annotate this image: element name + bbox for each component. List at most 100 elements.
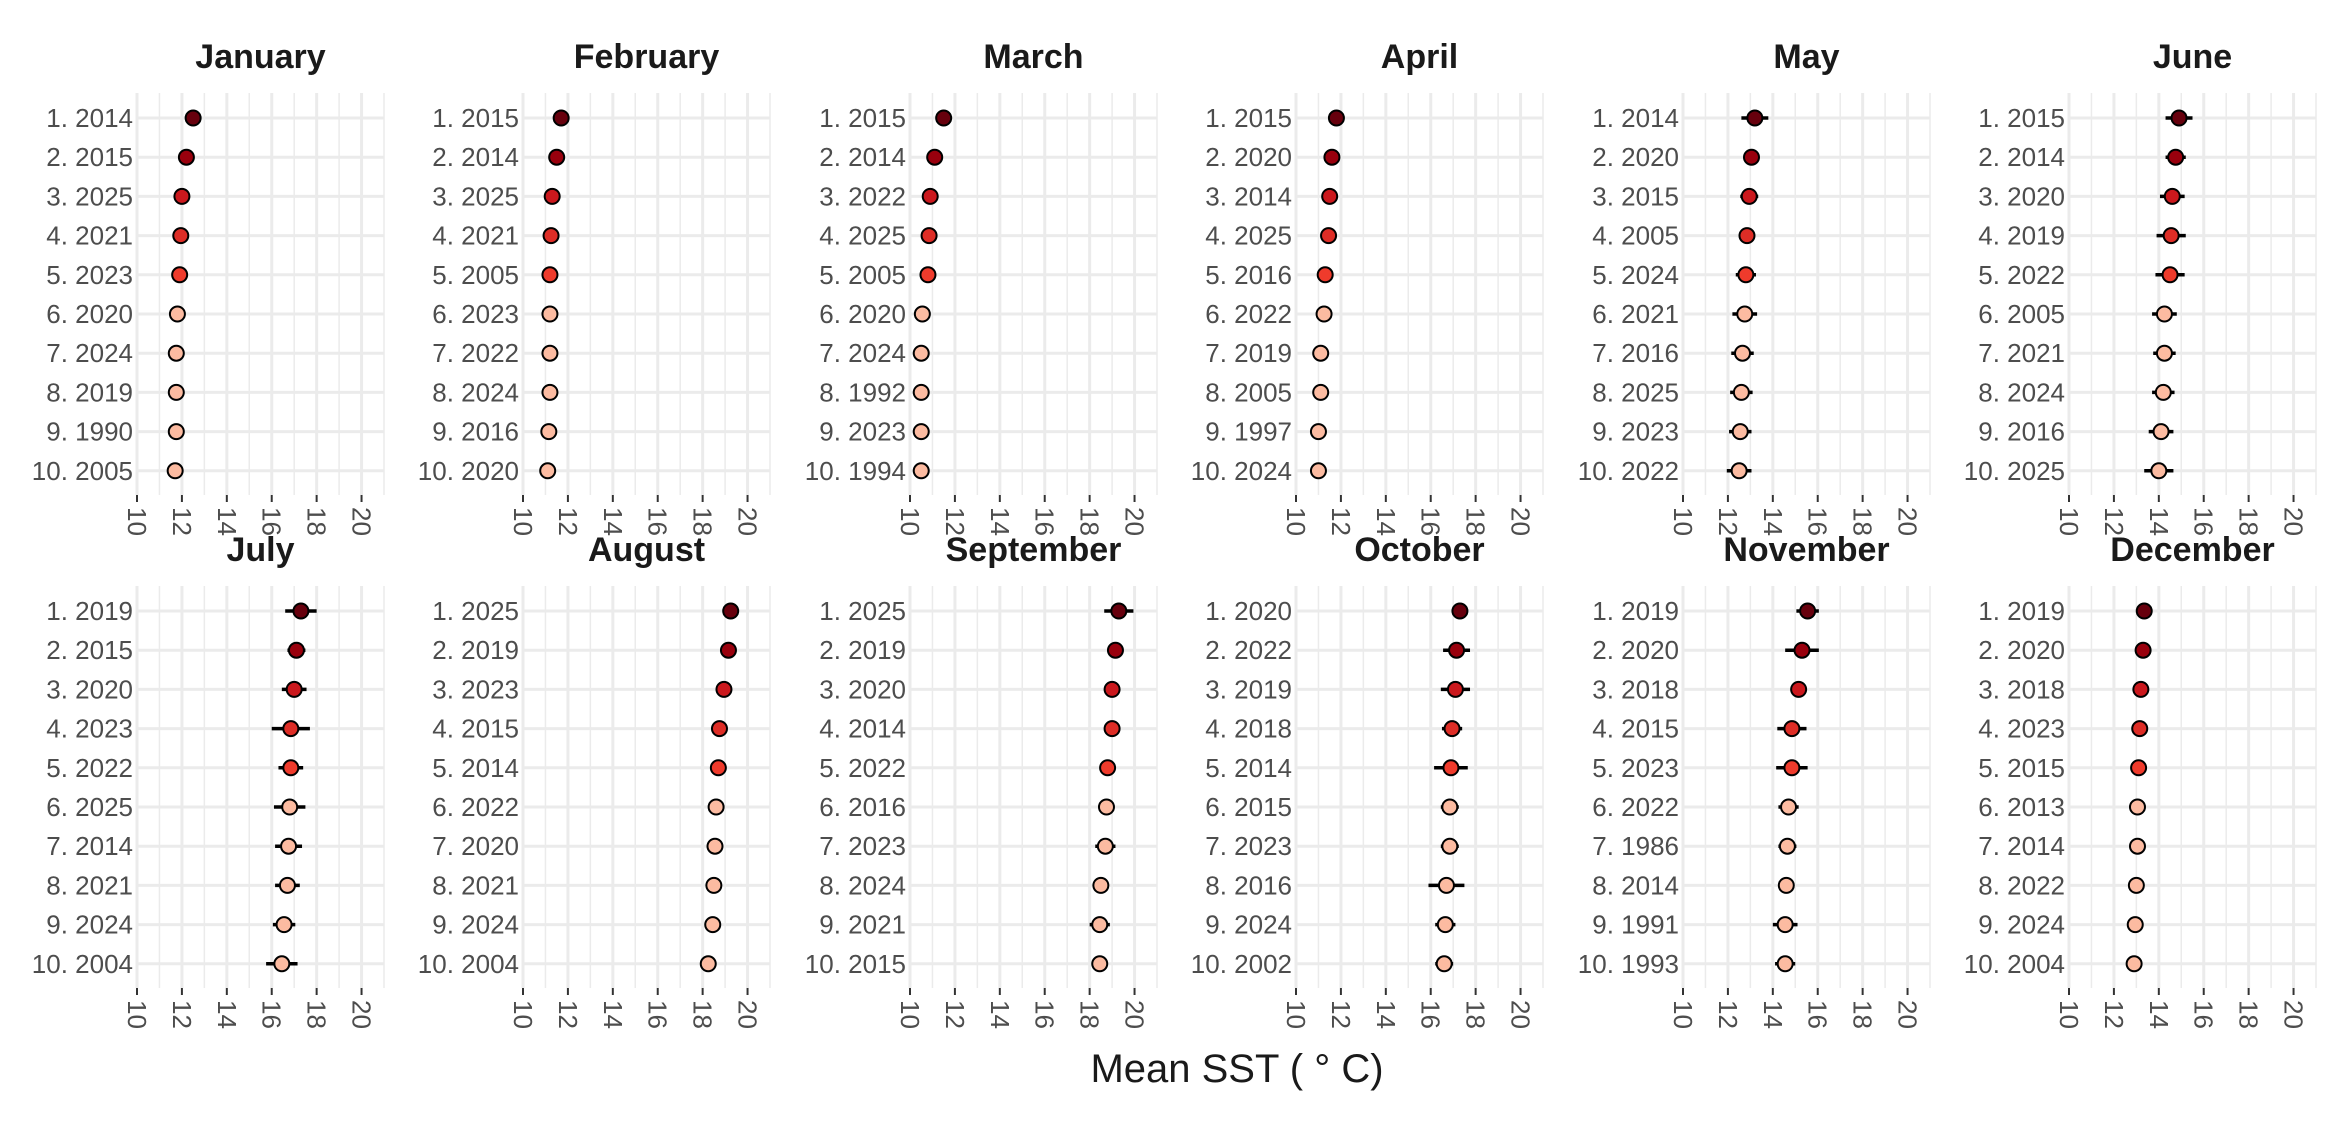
row-label: 9. 2024 xyxy=(1978,910,2065,940)
data-point xyxy=(282,720,300,738)
data-point xyxy=(1092,876,1110,894)
x-tick-label: 20 xyxy=(1120,507,1150,536)
x-tick-label: 10 xyxy=(1668,507,1698,536)
row-label: 1. 2025 xyxy=(432,596,519,626)
x-tick-label: 16 xyxy=(257,1000,287,1029)
row-label: 4. 2019 xyxy=(1978,221,2065,251)
panel-title: December xyxy=(2110,531,2274,569)
row-label: 1. 2025 xyxy=(819,596,906,626)
data-point xyxy=(1312,383,1330,401)
row-label: 2. 2019 xyxy=(432,635,519,665)
data-point xyxy=(2154,383,2172,401)
row-label: 9. 2016 xyxy=(432,417,519,447)
row-label: 1. 2015 xyxy=(1205,103,1292,133)
x-tick-label: 10 xyxy=(122,507,152,536)
data-point xyxy=(548,148,566,166)
data-point xyxy=(2128,798,2146,816)
row-label: 7. 1986 xyxy=(1592,831,1679,861)
row-label: 2. 2019 xyxy=(819,635,906,665)
x-tick-label: 20 xyxy=(1506,507,1536,536)
x-tick-label: 14 xyxy=(2144,507,2174,536)
row-label: 10. 2025 xyxy=(1964,456,2065,486)
data-point xyxy=(704,916,722,934)
x-tick-label: 16 xyxy=(2189,1000,2219,1029)
x-tick-label: 14 xyxy=(212,1000,242,1029)
row-label: 10. 2002 xyxy=(1191,949,1292,979)
data-point xyxy=(1742,148,1760,166)
data-point xyxy=(1793,641,1811,659)
row-label: 3. 2019 xyxy=(1205,674,1292,704)
row-label: 5. 2022 xyxy=(46,753,133,783)
row-label: 6. 2013 xyxy=(1978,792,2065,822)
row-label: 9. 2016 xyxy=(1978,417,2065,447)
x-tick-label: 16 xyxy=(643,507,673,536)
x-tick-label: 10 xyxy=(2054,507,2084,536)
panel-title: November xyxy=(1723,531,1889,569)
data-point xyxy=(541,266,559,284)
row-label: 1. 2015 xyxy=(432,103,519,133)
data-point xyxy=(1746,109,1764,127)
row-label: 5. 2022 xyxy=(1978,260,2065,290)
data-point xyxy=(172,227,190,245)
x-axis-title: Mean SST ( ° C) xyxy=(1090,1047,1383,1091)
row-label: 2. 2022 xyxy=(1205,635,1292,665)
row-label: 7. 2023 xyxy=(819,831,906,861)
row-label: 6. 2025 xyxy=(46,792,133,822)
row-label: 3. 2025 xyxy=(432,181,519,211)
data-point xyxy=(2132,680,2150,698)
data-point xyxy=(2170,109,2188,127)
data-point xyxy=(1091,955,1109,973)
row-label: 6. 2005 xyxy=(1978,299,2065,329)
row-label: 8. 2016 xyxy=(1205,870,1292,900)
row-label: 2. 2014 xyxy=(432,142,519,172)
row-label: 3. 2020 xyxy=(819,674,906,704)
panel-title: October xyxy=(1354,531,1484,569)
data-point xyxy=(1776,955,1794,973)
panel-may: May 1. 2014 2. 2020 3. 2015 4. 2005 5. 2024 6.… xyxy=(1578,38,1931,536)
row-label: 6. 2022 xyxy=(432,792,519,822)
x-tick-label: 18 xyxy=(1075,1000,1105,1029)
row-label: 7. 2014 xyxy=(1978,831,2065,861)
row-label: 10. 2004 xyxy=(1964,949,2065,979)
data-point xyxy=(1448,641,1466,659)
data-point xyxy=(1783,759,1801,777)
x-tick-label: 18 xyxy=(688,1000,718,1029)
data-point xyxy=(1309,423,1327,441)
data-point xyxy=(173,187,191,205)
data-point xyxy=(1783,720,1801,738)
panel-july: July 1. 2019 2. 2015 3. 2020 4. 2023 5. 2022 6… xyxy=(32,531,385,1029)
data-point xyxy=(1442,759,1460,777)
panel-title: September xyxy=(946,531,1122,569)
row-label: 6. 2020 xyxy=(46,299,133,329)
data-point xyxy=(1740,187,1758,205)
row-label: 4. 2025 xyxy=(819,221,906,251)
data-point xyxy=(285,680,303,698)
row-label: 4. 2023 xyxy=(1978,714,2065,744)
row-label: 3. 2014 xyxy=(1205,181,1292,211)
panel-november: November 1. 2019 2. 2020 3. 2018 4. 2015 5. 2… xyxy=(1578,531,1931,1029)
data-point xyxy=(1790,680,1808,698)
x-tick-label: 14 xyxy=(1758,507,1788,536)
x-tick-label: 16 xyxy=(1030,507,1060,536)
data-point xyxy=(2162,227,2180,245)
row-label: 7. 2021 xyxy=(1978,338,2065,368)
data-point xyxy=(719,641,737,659)
data-point xyxy=(273,955,291,973)
row-label: 9. 1990 xyxy=(46,417,133,447)
row-label: 7. 2020 xyxy=(432,831,519,861)
data-point xyxy=(1320,227,1338,245)
row-label: 9. 2024 xyxy=(46,910,133,940)
data-point xyxy=(275,916,293,934)
row-label: 10. 2005 xyxy=(32,456,133,486)
x-tick-label: 12 xyxy=(553,1000,583,1029)
data-point xyxy=(1441,837,1459,855)
row-label: 10. 2004 xyxy=(32,949,133,979)
data-point xyxy=(1106,641,1124,659)
row-label: 9. 2023 xyxy=(1592,417,1679,447)
row-label: 4. 2023 xyxy=(46,714,133,744)
data-point xyxy=(1327,109,1345,127)
data-point xyxy=(541,305,559,323)
row-label: 5. 2023 xyxy=(1592,753,1679,783)
